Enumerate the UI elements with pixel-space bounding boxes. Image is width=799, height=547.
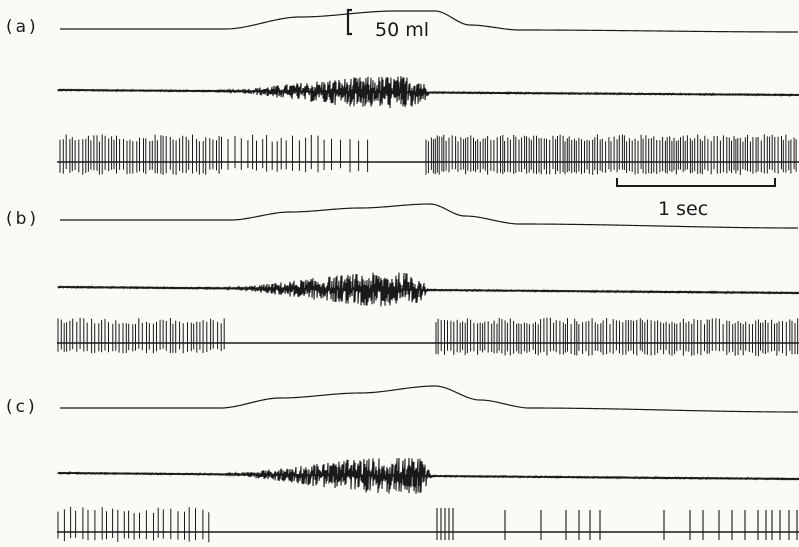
- spike-train-b-spikes: [57, 317, 799, 356]
- panel-label-c: (c): [6, 397, 38, 417]
- spike-train-a-spikes: [59, 134, 797, 175]
- volume-scale-bar: [346, 8, 352, 36]
- volume-trace-a: [60, 10, 798, 33]
- spike-sparse-c: [504, 510, 798, 540]
- spike-cluster-c: [436, 508, 454, 540]
- panel-label-b: (b): [6, 209, 40, 229]
- volume-trace-c: [60, 385, 798, 413]
- panel-label-a: (a): [6, 17, 39, 37]
- time-scale-bar: [616, 178, 776, 187]
- volume-trace-b: [60, 203, 798, 229]
- time-scale-label: 1 sec: [658, 198, 709, 220]
- emg-trace-c-baseline: [57, 472, 799, 480]
- emg-trace-b-baseline: [57, 286, 799, 294]
- spike-train-c-spikes: [57, 506, 210, 543]
- volume-scale-label: 50 ml: [375, 19, 430, 41]
- emg-trace-a-baseline: [57, 89, 799, 96]
